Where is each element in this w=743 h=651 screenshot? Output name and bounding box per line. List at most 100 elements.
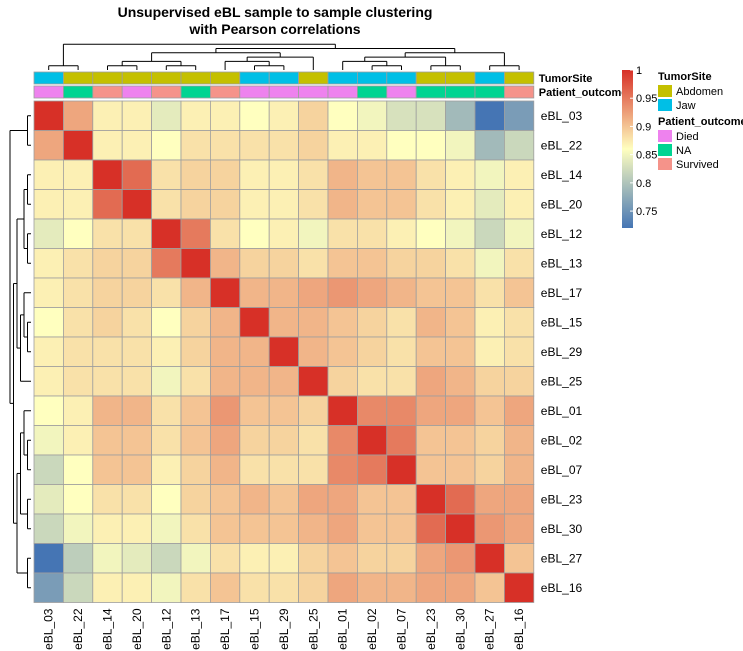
heatmap-cell [180,484,211,515]
row-label: eBL_02 [541,433,583,447]
heatmap-cell [474,307,505,338]
heatmap-cell [268,454,300,485]
heatmap-cell [121,484,152,515]
heatmap-cell [474,513,505,544]
heatmap-cell [503,248,535,279]
annotation-cell-patient_outcome [327,85,358,99]
heatmap-cell [327,572,358,603]
row-label: eBL_22 [541,138,583,152]
heatmap-cell [151,484,182,515]
annotation-cell-tumorsite [239,71,270,85]
heatmap-cell [239,543,270,574]
heatmap-cell [503,189,535,220]
heatmap-cell [415,543,447,574]
heatmap-cell [356,454,388,485]
heatmap-cell [386,513,417,544]
heatmap-cell [180,395,211,426]
heatmap-cell [92,277,123,308]
heatmap-cell [474,159,505,190]
heatmap-cell [151,130,182,161]
heatmap-cell [151,277,182,308]
heatmap-cell [33,307,64,338]
legend-swatch [658,130,672,142]
heatmap-cell [121,395,152,426]
annotation-cell-tumorsite [356,71,388,85]
heatmap-cell [63,336,94,367]
heatmap-cell [209,218,241,249]
annotation-cell-tumorsite [327,71,358,85]
heatmap-cell [356,513,388,544]
heatmap-cell [298,248,329,279]
heatmap-cell [239,395,270,426]
heatmap-cell [327,484,358,515]
heatmap-cell [445,484,476,515]
annotation-cell-patient_outcome [415,85,447,99]
heatmap-cell [121,100,152,131]
heatmap-cell [209,336,241,367]
heatmap-cell [209,395,241,426]
heatmap-cell [209,277,241,308]
column-label: eBL_30 [453,608,467,650]
heatmap-cell [445,218,476,249]
heatmap-cell [327,218,358,249]
chart-title-line-1: Unsupervised eBL sample to sample cluste… [118,4,433,20]
heatmap-cell [63,130,94,161]
heatmap-cell [386,454,417,485]
heatmap-cell [92,130,123,161]
heatmap-cell [474,572,505,603]
row-label: eBL_12 [541,227,583,241]
column-label: eBL_25 [306,608,320,650]
column-label: eBL_29 [277,608,291,650]
heatmap-cell [121,248,152,279]
colorbar-tick-label: 0.9 [636,121,651,133]
column-label: eBL_03 [42,608,56,650]
heatmap-cell [298,100,329,131]
heatmap-cell [298,572,329,603]
column-label: eBL_17 [218,608,232,650]
row-label: eBL_07 [541,463,583,477]
row-label: eBL_01 [541,404,583,418]
heatmap-cell [415,454,447,485]
heatmap-cell [327,159,358,190]
heatmap-cell [33,484,64,515]
heatmap-cell [503,572,535,603]
heatmap-cell [268,277,300,308]
heatmap-cell [445,130,476,161]
heatmap-cell [327,454,358,485]
annotation-cell-patient_outcome [356,85,388,99]
annotation-cell-tumorsite [209,71,241,85]
heatmap-cell [63,307,94,338]
annotation-cell-tumorsite [151,71,182,85]
heatmap-cell [92,395,123,426]
heatmap-cell [445,513,476,544]
heatmap-cell [63,425,94,456]
heatmap-cell [474,130,505,161]
colorbar-tick-label: 0.75 [636,206,657,218]
heatmap-cell [121,543,152,574]
heatmap-cell [92,100,123,131]
heatmap-cell [268,572,300,603]
heatmap-cell [298,189,329,220]
heatmap-cell [33,454,64,485]
row-label: eBL_13 [541,256,583,270]
heatmap-cell [180,366,211,397]
legend-swatch [658,99,672,111]
heatmap-cell [92,189,123,220]
column-label: eBL_14 [101,608,115,650]
heatmap-cell [268,336,300,367]
heatmap-cell [415,425,447,456]
legend-label: Abdomen [676,86,723,98]
heatmap-cell [298,218,329,249]
heatmap-cell [503,454,535,485]
heatmap-cell [356,277,388,308]
heatmap-cell [151,454,182,485]
heatmap-cell [503,366,535,397]
column-label: eBL_15 [248,608,262,650]
heatmap-cell [415,307,447,338]
heatmap-cell [121,366,152,397]
heatmap-cell [268,100,300,131]
heatmap-cell [121,572,152,603]
heatmap-cell [503,336,535,367]
annotation-cell-patient_outcome [474,85,505,99]
heatmap-cell [503,395,535,426]
